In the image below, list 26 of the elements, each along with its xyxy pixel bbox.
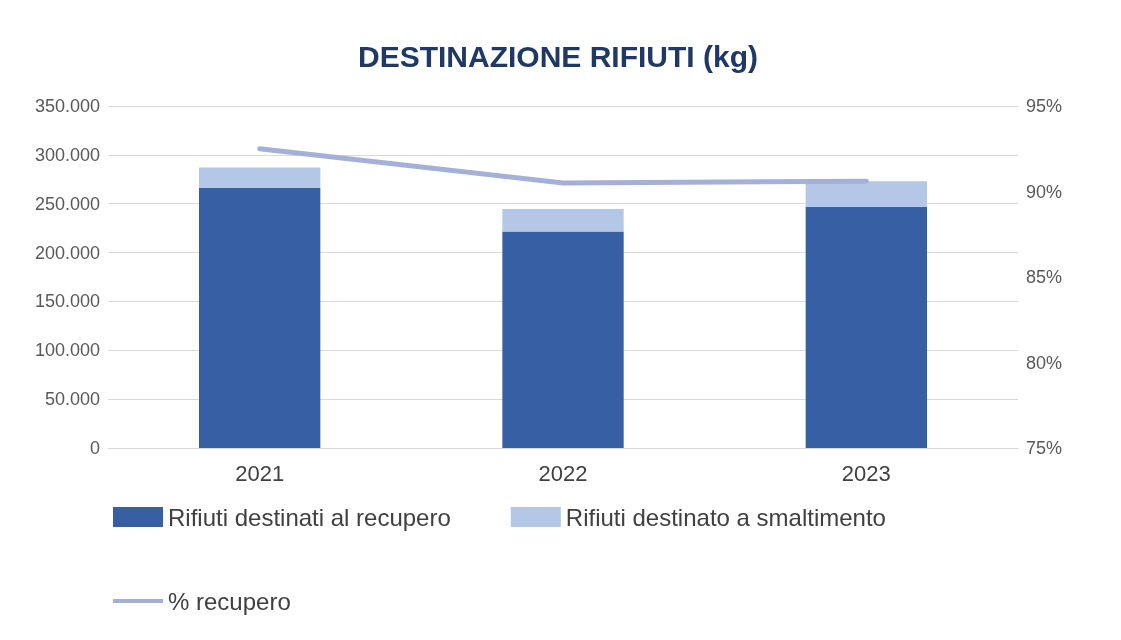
y-tick-label: 250.000	[34, 193, 100, 214]
bar	[805, 181, 927, 207]
y2-tick-label: 75%	[1026, 438, 1063, 458]
y-tick-label: 150.000	[34, 291, 100, 312]
y2-tick-label: 90%	[1026, 181, 1063, 202]
legend-label: Rifiuti destinato a smaltimento	[565, 503, 886, 531]
y2-tick-label: 80%	[1026, 352, 1063, 373]
bar	[805, 206, 927, 448]
legend-label: Rifiuti destinati al recupero	[168, 503, 451, 531]
bar	[199, 167, 321, 189]
y-tick-label: 200.000	[34, 242, 100, 263]
y-tick-label: 50.000	[44, 389, 100, 410]
y2-tick-label: 95%	[1026, 96, 1063, 116]
bar	[502, 209, 624, 232]
legend-label: % recupero	[168, 587, 291, 615]
y-tick-label: 300.000	[34, 144, 100, 165]
bar	[502, 231, 624, 448]
y-tick-label: 100.000	[34, 340, 100, 361]
y2-tick-label: 85%	[1026, 267, 1063, 287]
y-tick-label: 0	[89, 438, 100, 458]
bar	[199, 188, 321, 448]
x-tick-label: 2023	[841, 460, 891, 486]
chart-title: DESTINAZIONE RIFIUTI (kg)	[358, 39, 758, 73]
x-tick-label: 2021	[235, 460, 285, 486]
x-tick-label: 2022	[538, 460, 588, 486]
y-tick-label: 350.000	[34, 96, 100, 116]
